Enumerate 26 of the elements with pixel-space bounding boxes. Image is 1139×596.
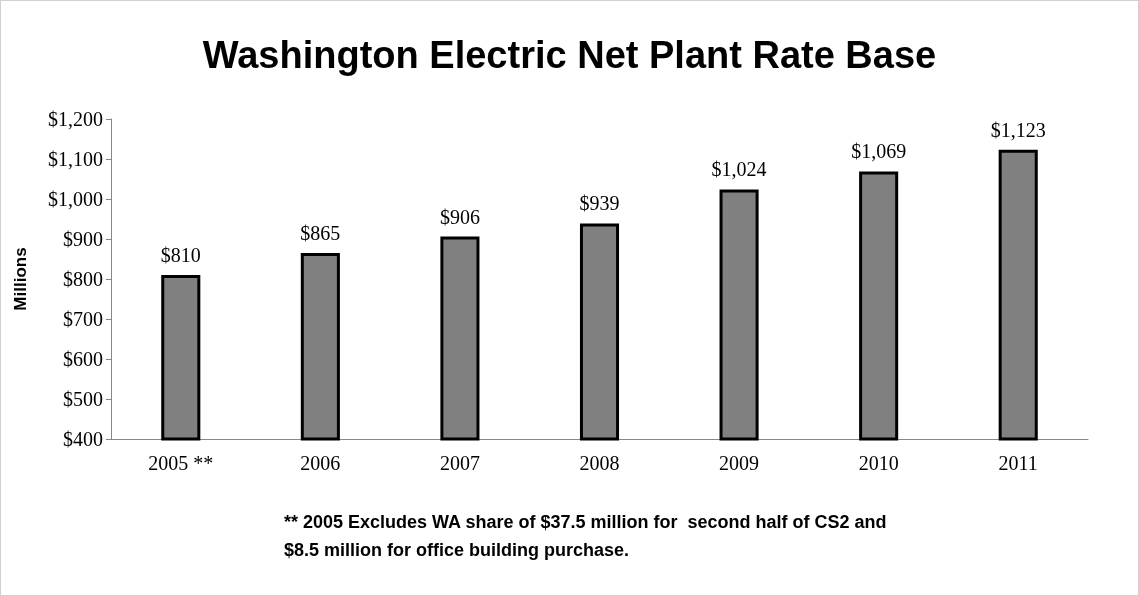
data-label: $939 <box>579 192 620 215</box>
data-label: $906 <box>439 205 480 228</box>
text: ** 2005 Excludes WA share of $37.5 million for second half of CS2 and $8.5 million for office building purchase. <box>284 512 892 560</box>
data-label: $1,024 <box>711 158 767 181</box>
y-tick-label: $400 <box>63 428 103 450</box>
x-tick-label: 2005 ** <box>148 452 214 474</box>
data-label: $810 <box>160 244 201 266</box>
x-tick-label: 2008 <box>579 452 620 474</box>
y-tick-label: $700 <box>63 308 103 330</box>
x-tick-label: 2007 <box>439 452 480 474</box>
y-tick-label: $1,200 <box>48 108 103 130</box>
y-tick-label: $900 <box>63 228 103 250</box>
y-tick-label: $1,000 <box>48 188 103 210</box>
data-label: $1,069 <box>851 140 907 163</box>
chart-title: Washington Electric Net Plant Rate Base <box>202 34 937 76</box>
y-tick-label: $600 <box>63 348 103 370</box>
x-tick-label: 2006 <box>300 452 341 474</box>
y-tick-label: $800 <box>63 268 103 290</box>
x-tick-label: 2009 <box>719 452 760 474</box>
y-tick-label: $1,100 <box>48 148 103 170</box>
data-label: $1,123 <box>990 118 1046 141</box>
y-tick-label: $500 <box>63 388 103 410</box>
y-axis-title: Millions <box>11 247 30 311</box>
data-label: $865 <box>300 222 341 244</box>
x-tick-label: 2011 <box>998 452 1038 474</box>
x-tick-label: 2010 <box>858 452 899 474</box>
